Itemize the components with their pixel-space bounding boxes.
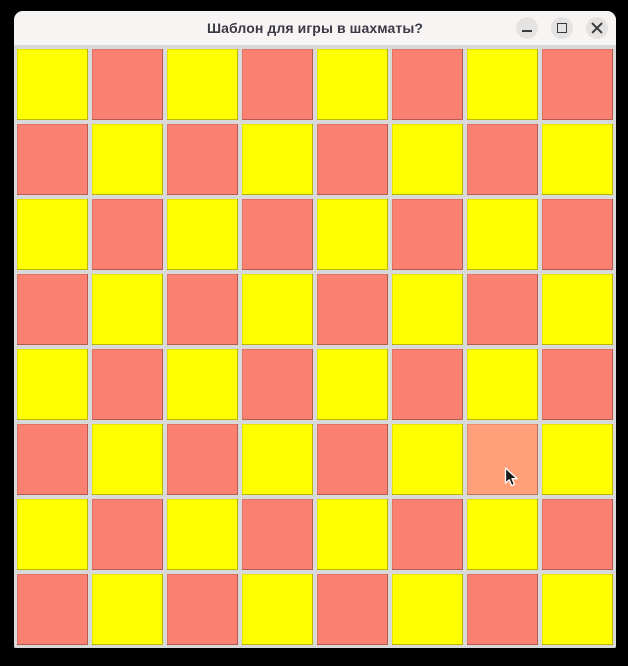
minimize-icon: [522, 29, 532, 32]
board-cell[interactable]: [317, 349, 388, 420]
board-cell[interactable]: [242, 424, 313, 495]
board-cell[interactable]: [392, 349, 463, 420]
board-cell[interactable]: [467, 499, 538, 570]
titlebar[interactable]: Шаблон для игры в шахматы?: [14, 11, 616, 46]
maximize-button[interactable]: [551, 17, 573, 39]
board-cell[interactable]: [167, 574, 238, 645]
board-cell[interactable]: [17, 49, 88, 120]
close-icon: [591, 22, 603, 34]
board-cell[interactable]: [242, 349, 313, 420]
board-cell[interactable]: [167, 499, 238, 570]
board-cell[interactable]: [167, 199, 238, 270]
board-cell[interactable]: [392, 274, 463, 345]
board-cell[interactable]: [542, 349, 613, 420]
board-cell[interactable]: [17, 274, 88, 345]
board-cell[interactable]: [467, 199, 538, 270]
board-cell[interactable]: [92, 124, 163, 195]
board-cell[interactable]: [467, 574, 538, 645]
board-cell[interactable]: [92, 49, 163, 120]
window-controls: [516, 11, 608, 45]
board-cell[interactable]: [542, 49, 613, 120]
board-cell[interactable]: [167, 349, 238, 420]
board-cell[interactable]: [17, 424, 88, 495]
board-cell[interactable]: [17, 124, 88, 195]
board-cell[interactable]: [242, 499, 313, 570]
board-cell[interactable]: [167, 424, 238, 495]
board-cell[interactable]: [92, 424, 163, 495]
close-button[interactable]: [586, 17, 608, 39]
board-cell[interactable]: [167, 49, 238, 120]
board-cell[interactable]: [542, 424, 613, 495]
board-cell[interactable]: [242, 199, 313, 270]
board-cell[interactable]: [242, 49, 313, 120]
board-cell[interactable]: [92, 349, 163, 420]
board-cell[interactable]: [392, 49, 463, 120]
board-cell[interactable]: [542, 199, 613, 270]
board-cell[interactable]: [17, 574, 88, 645]
board-cell[interactable]: [92, 199, 163, 270]
board-cell[interactable]: [317, 574, 388, 645]
board-cell[interactable]: [467, 124, 538, 195]
board-cell[interactable]: [467, 274, 538, 345]
minimize-button[interactable]: [516, 17, 538, 39]
board-cell[interactable]: [167, 274, 238, 345]
app-window: Шаблон для игры в шахматы?: [14, 11, 616, 648]
board-cell[interactable]: [242, 124, 313, 195]
board-cell[interactable]: [317, 274, 388, 345]
board-cell[interactable]: [92, 574, 163, 645]
board-cell[interactable]: [317, 124, 388, 195]
board-cell[interactable]: [92, 274, 163, 345]
board-cell[interactable]: [542, 499, 613, 570]
board-cell[interactable]: [242, 574, 313, 645]
board-cell[interactable]: [317, 424, 388, 495]
chess-board: [17, 49, 613, 645]
maximize-icon: [557, 23, 567, 33]
board-cell[interactable]: [467, 49, 538, 120]
board-cell[interactable]: [317, 499, 388, 570]
board-cell[interactable]: [392, 124, 463, 195]
board-cell[interactable]: [17, 349, 88, 420]
board-cell[interactable]: [17, 199, 88, 270]
window-content: [14, 46, 616, 648]
board-cell-hovered[interactable]: [467, 424, 538, 495]
board-cell[interactable]: [392, 199, 463, 270]
board-cell[interactable]: [17, 499, 88, 570]
board-cell[interactable]: [392, 424, 463, 495]
board-cell[interactable]: [542, 274, 613, 345]
board-cell[interactable]: [92, 499, 163, 570]
board-cell[interactable]: [542, 574, 613, 645]
board-cell[interactable]: [392, 574, 463, 645]
board-cell[interactable]: [167, 124, 238, 195]
board-cell[interactable]: [392, 499, 463, 570]
board-cell[interactable]: [317, 49, 388, 120]
board-cell[interactable]: [317, 199, 388, 270]
board-cell[interactable]: [467, 349, 538, 420]
board-cell[interactable]: [542, 124, 613, 195]
board-cell[interactable]: [242, 274, 313, 345]
